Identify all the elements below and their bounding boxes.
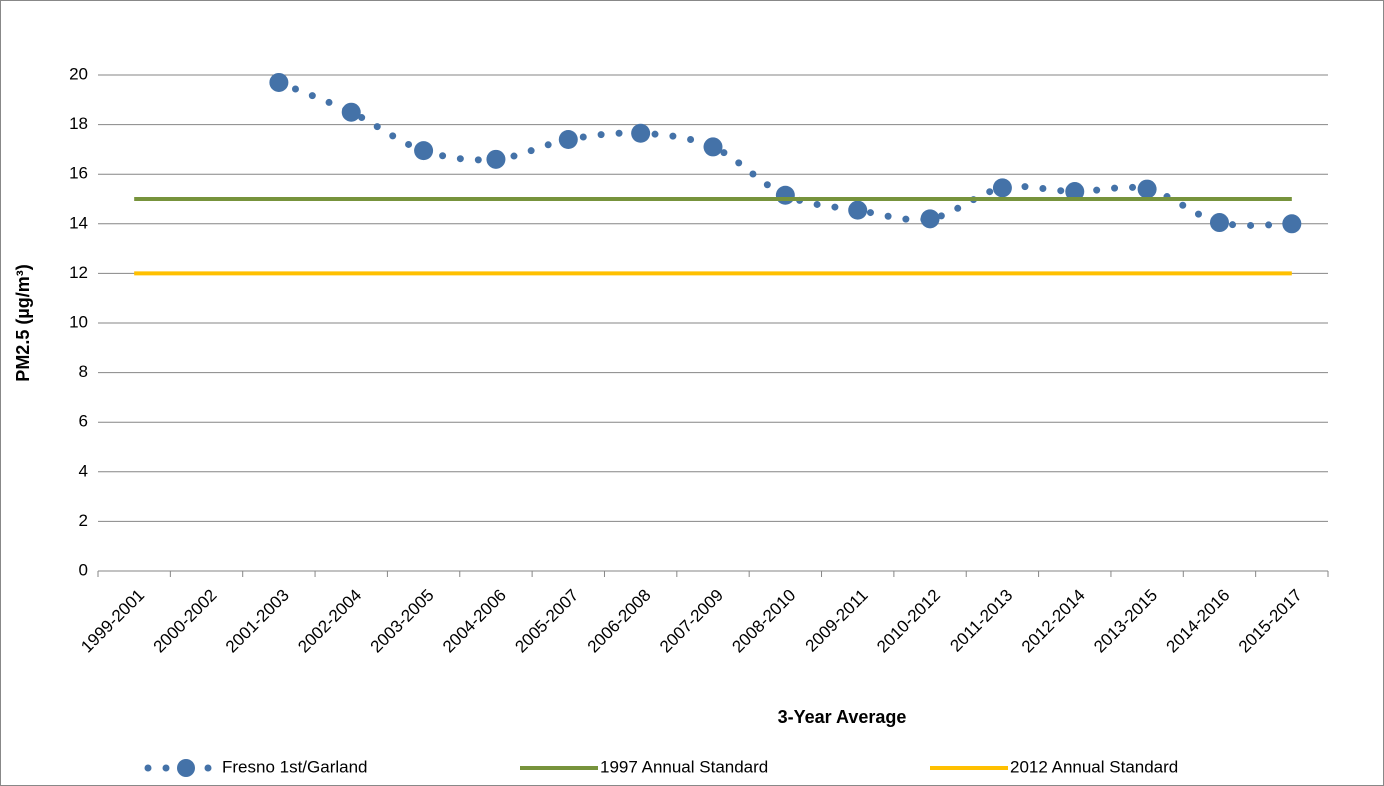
legend-dot bbox=[204, 764, 212, 772]
marker bbox=[703, 137, 723, 157]
legend-label: 1997 Annual Standard bbox=[600, 757, 768, 776]
y-tick-label: 20 bbox=[69, 64, 88, 83]
y-tick-label: 12 bbox=[69, 263, 88, 282]
marker bbox=[1209, 213, 1229, 233]
y-tick-label: 14 bbox=[69, 213, 88, 232]
y-tick-label: 4 bbox=[79, 461, 88, 480]
marker bbox=[414, 141, 434, 161]
marker bbox=[848, 200, 868, 220]
x-axis-title: 3-Year Average bbox=[778, 707, 907, 727]
legend-label: Fresno 1st/Garland bbox=[222, 757, 368, 776]
marker bbox=[558, 129, 578, 149]
marker bbox=[775, 185, 795, 205]
legend-marker bbox=[177, 759, 195, 777]
marker bbox=[1065, 182, 1085, 202]
marker bbox=[992, 178, 1012, 198]
y-tick-label: 18 bbox=[69, 114, 88, 133]
marker bbox=[269, 72, 289, 92]
y-tick-label: 8 bbox=[79, 362, 88, 381]
y-tick-label: 16 bbox=[69, 164, 88, 183]
y-tick-label: 6 bbox=[79, 412, 88, 431]
legend-dot bbox=[144, 764, 152, 772]
marker bbox=[341, 102, 361, 122]
marker bbox=[920, 209, 940, 229]
legend-dot bbox=[162, 764, 170, 772]
y-tick-label: 0 bbox=[79, 560, 88, 579]
y-tick-label: 2 bbox=[79, 511, 88, 530]
marker bbox=[1137, 179, 1157, 199]
marker bbox=[631, 123, 651, 143]
y-tick-label: 10 bbox=[69, 312, 88, 331]
legend-label: 2012 Annual Standard bbox=[1010, 757, 1178, 776]
y-axis-title: PM2.5 (µg/m³) bbox=[13, 264, 33, 381]
marker bbox=[1282, 214, 1302, 234]
marker bbox=[486, 149, 506, 169]
